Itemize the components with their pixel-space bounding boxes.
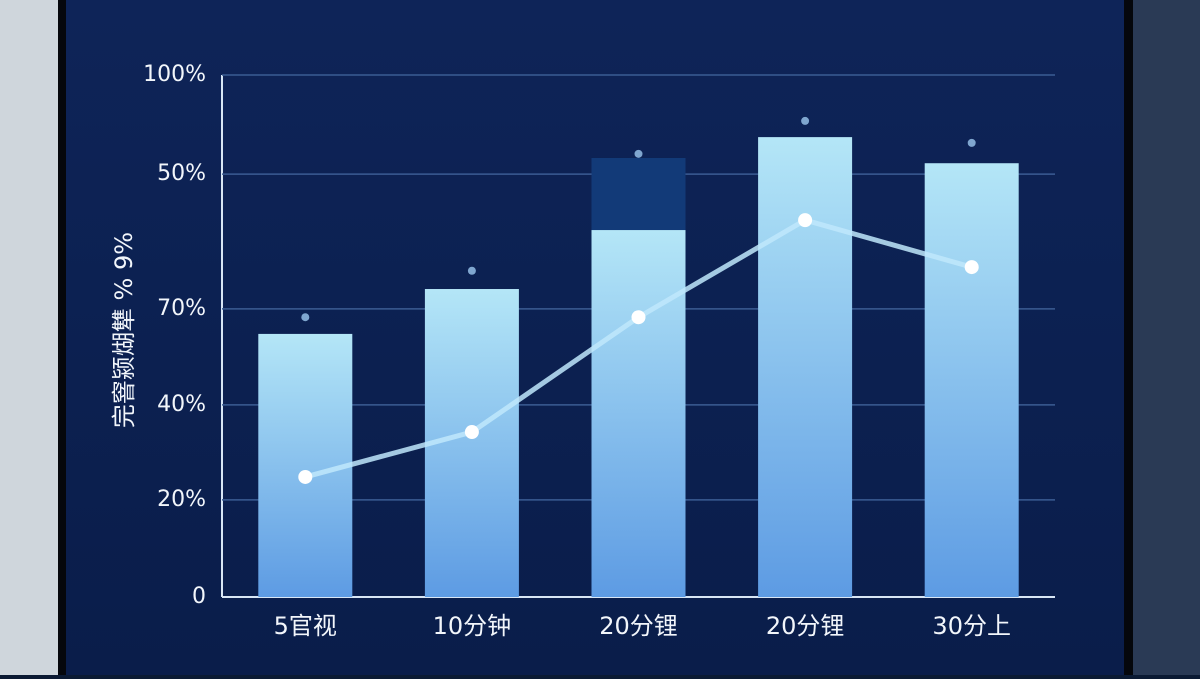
line-point: [298, 469, 313, 484]
dot: [634, 149, 643, 158]
y-tick-label: 40%: [157, 392, 206, 417]
x-tick-label: 10分钟: [433, 612, 512, 640]
y-tick-label: 0: [192, 584, 206, 609]
x-tick-label: 30分上: [932, 612, 1011, 640]
bar: [758, 137, 853, 598]
x-tick-label: 20分锂: [766, 612, 845, 640]
side-blur: [1130, 0, 1200, 675]
bar-segment: [591, 157, 686, 231]
line-point: [631, 310, 646, 325]
dot: [967, 138, 976, 147]
y-tick-label: 20%: [157, 487, 206, 512]
bar: [924, 163, 1019, 597]
y-tick-label: 100%: [143, 62, 206, 87]
y-tick-label: 50%: [157, 161, 206, 186]
dot: [301, 313, 310, 322]
line-point: [464, 425, 479, 440]
dot: [467, 266, 476, 275]
line-point: [964, 260, 979, 275]
y-tick-label: 70%: [157, 296, 206, 321]
dot: [801, 116, 810, 125]
x-tick-label: 20分锂: [599, 612, 678, 640]
y-axis-title: 完窨颍煳犨 % 9%: [110, 232, 138, 428]
line-point: [798, 213, 813, 228]
x-tick-label: 5官视: [274, 612, 337, 640]
bar: [258, 333, 353, 597]
bar: [591, 230, 686, 597]
